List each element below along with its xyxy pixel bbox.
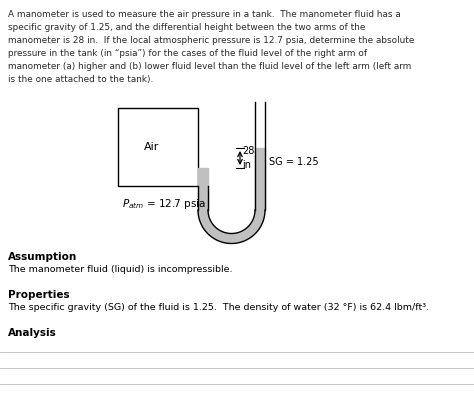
Text: Properties: Properties xyxy=(8,290,70,300)
Text: manometer is 28 in.  If the local atmospheric pressure is 12.7 psia, determine t: manometer is 28 in. If the local atmosph… xyxy=(8,36,414,45)
Text: manometer (a) higher and (b) lower fluid level than the fluid level of the left : manometer (a) higher and (b) lower fluid… xyxy=(8,62,411,71)
Text: Assumption: Assumption xyxy=(8,252,77,262)
Polygon shape xyxy=(198,210,265,243)
Text: in: in xyxy=(242,160,251,170)
Text: Air: Air xyxy=(144,142,159,152)
Bar xyxy=(118,108,198,186)
Text: The specific gravity (SG) of the fluid is 1.25.  The density of water (32 °F) is: The specific gravity (SG) of the fluid i… xyxy=(8,303,429,312)
Text: Analysis: Analysis xyxy=(8,328,57,338)
Text: pressure in the tank (in “psia”) for the cases of the fluid level of the right a: pressure in the tank (in “psia”) for the… xyxy=(8,49,367,58)
Text: specific gravity of 1.25, and the differential height between the two arms of th: specific gravity of 1.25, and the differ… xyxy=(8,23,365,32)
Text: SG = 1.25: SG = 1.25 xyxy=(269,157,319,167)
Text: The manometer fluid (liquid) is incompressible.: The manometer fluid (liquid) is incompre… xyxy=(8,265,233,274)
Text: 28: 28 xyxy=(242,146,255,156)
Text: $P_{atm}$ = 12.7 psia: $P_{atm}$ = 12.7 psia xyxy=(122,197,206,211)
Text: is the one attached to the tank).: is the one attached to the tank). xyxy=(8,75,153,84)
Text: A manometer is used to measure the air pressure in a tank.  The manometer fluid : A manometer is used to measure the air p… xyxy=(8,10,401,19)
